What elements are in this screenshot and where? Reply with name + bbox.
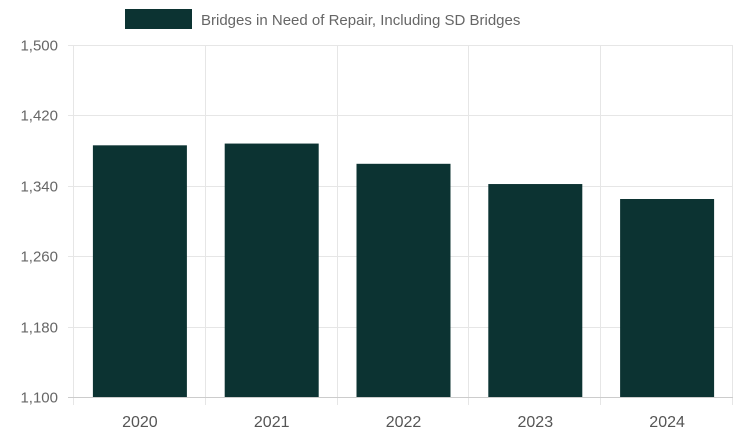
bar [620, 199, 715, 397]
y-tick-label: 1,500 [20, 38, 58, 55]
bar [224, 143, 319, 397]
legend[interactable]: Bridges in Need of Repair, Including SD … [125, 9, 520, 29]
x-tick-label: 2024 [649, 414, 685, 431]
bar-layer [92, 143, 715, 397]
x-tick-label: 2023 [518, 414, 554, 431]
bar [356, 163, 451, 397]
x-tick-label: 2020 [122, 414, 158, 431]
x-tick-label: 2021 [254, 414, 290, 431]
y-tick-label: 1,100 [20, 390, 58, 407]
y-tick-label: 1,180 [20, 320, 58, 337]
x-tick-label: 2022 [386, 414, 422, 431]
y-tick-label: 1,420 [20, 108, 58, 125]
bar [92, 145, 187, 397]
legend-label: Bridges in Need of Repair, Including SD … [201, 12, 520, 29]
y-tick-label: 1,260 [20, 249, 58, 266]
y-tick-label: 1,340 [20, 179, 58, 196]
axis-layer: 1,100 1,180 1,260 1,340 1,420 1,500 2020 2021 20… [20, 38, 733, 431]
legend-swatch [125, 9, 192, 29]
bar [488, 184, 583, 397]
